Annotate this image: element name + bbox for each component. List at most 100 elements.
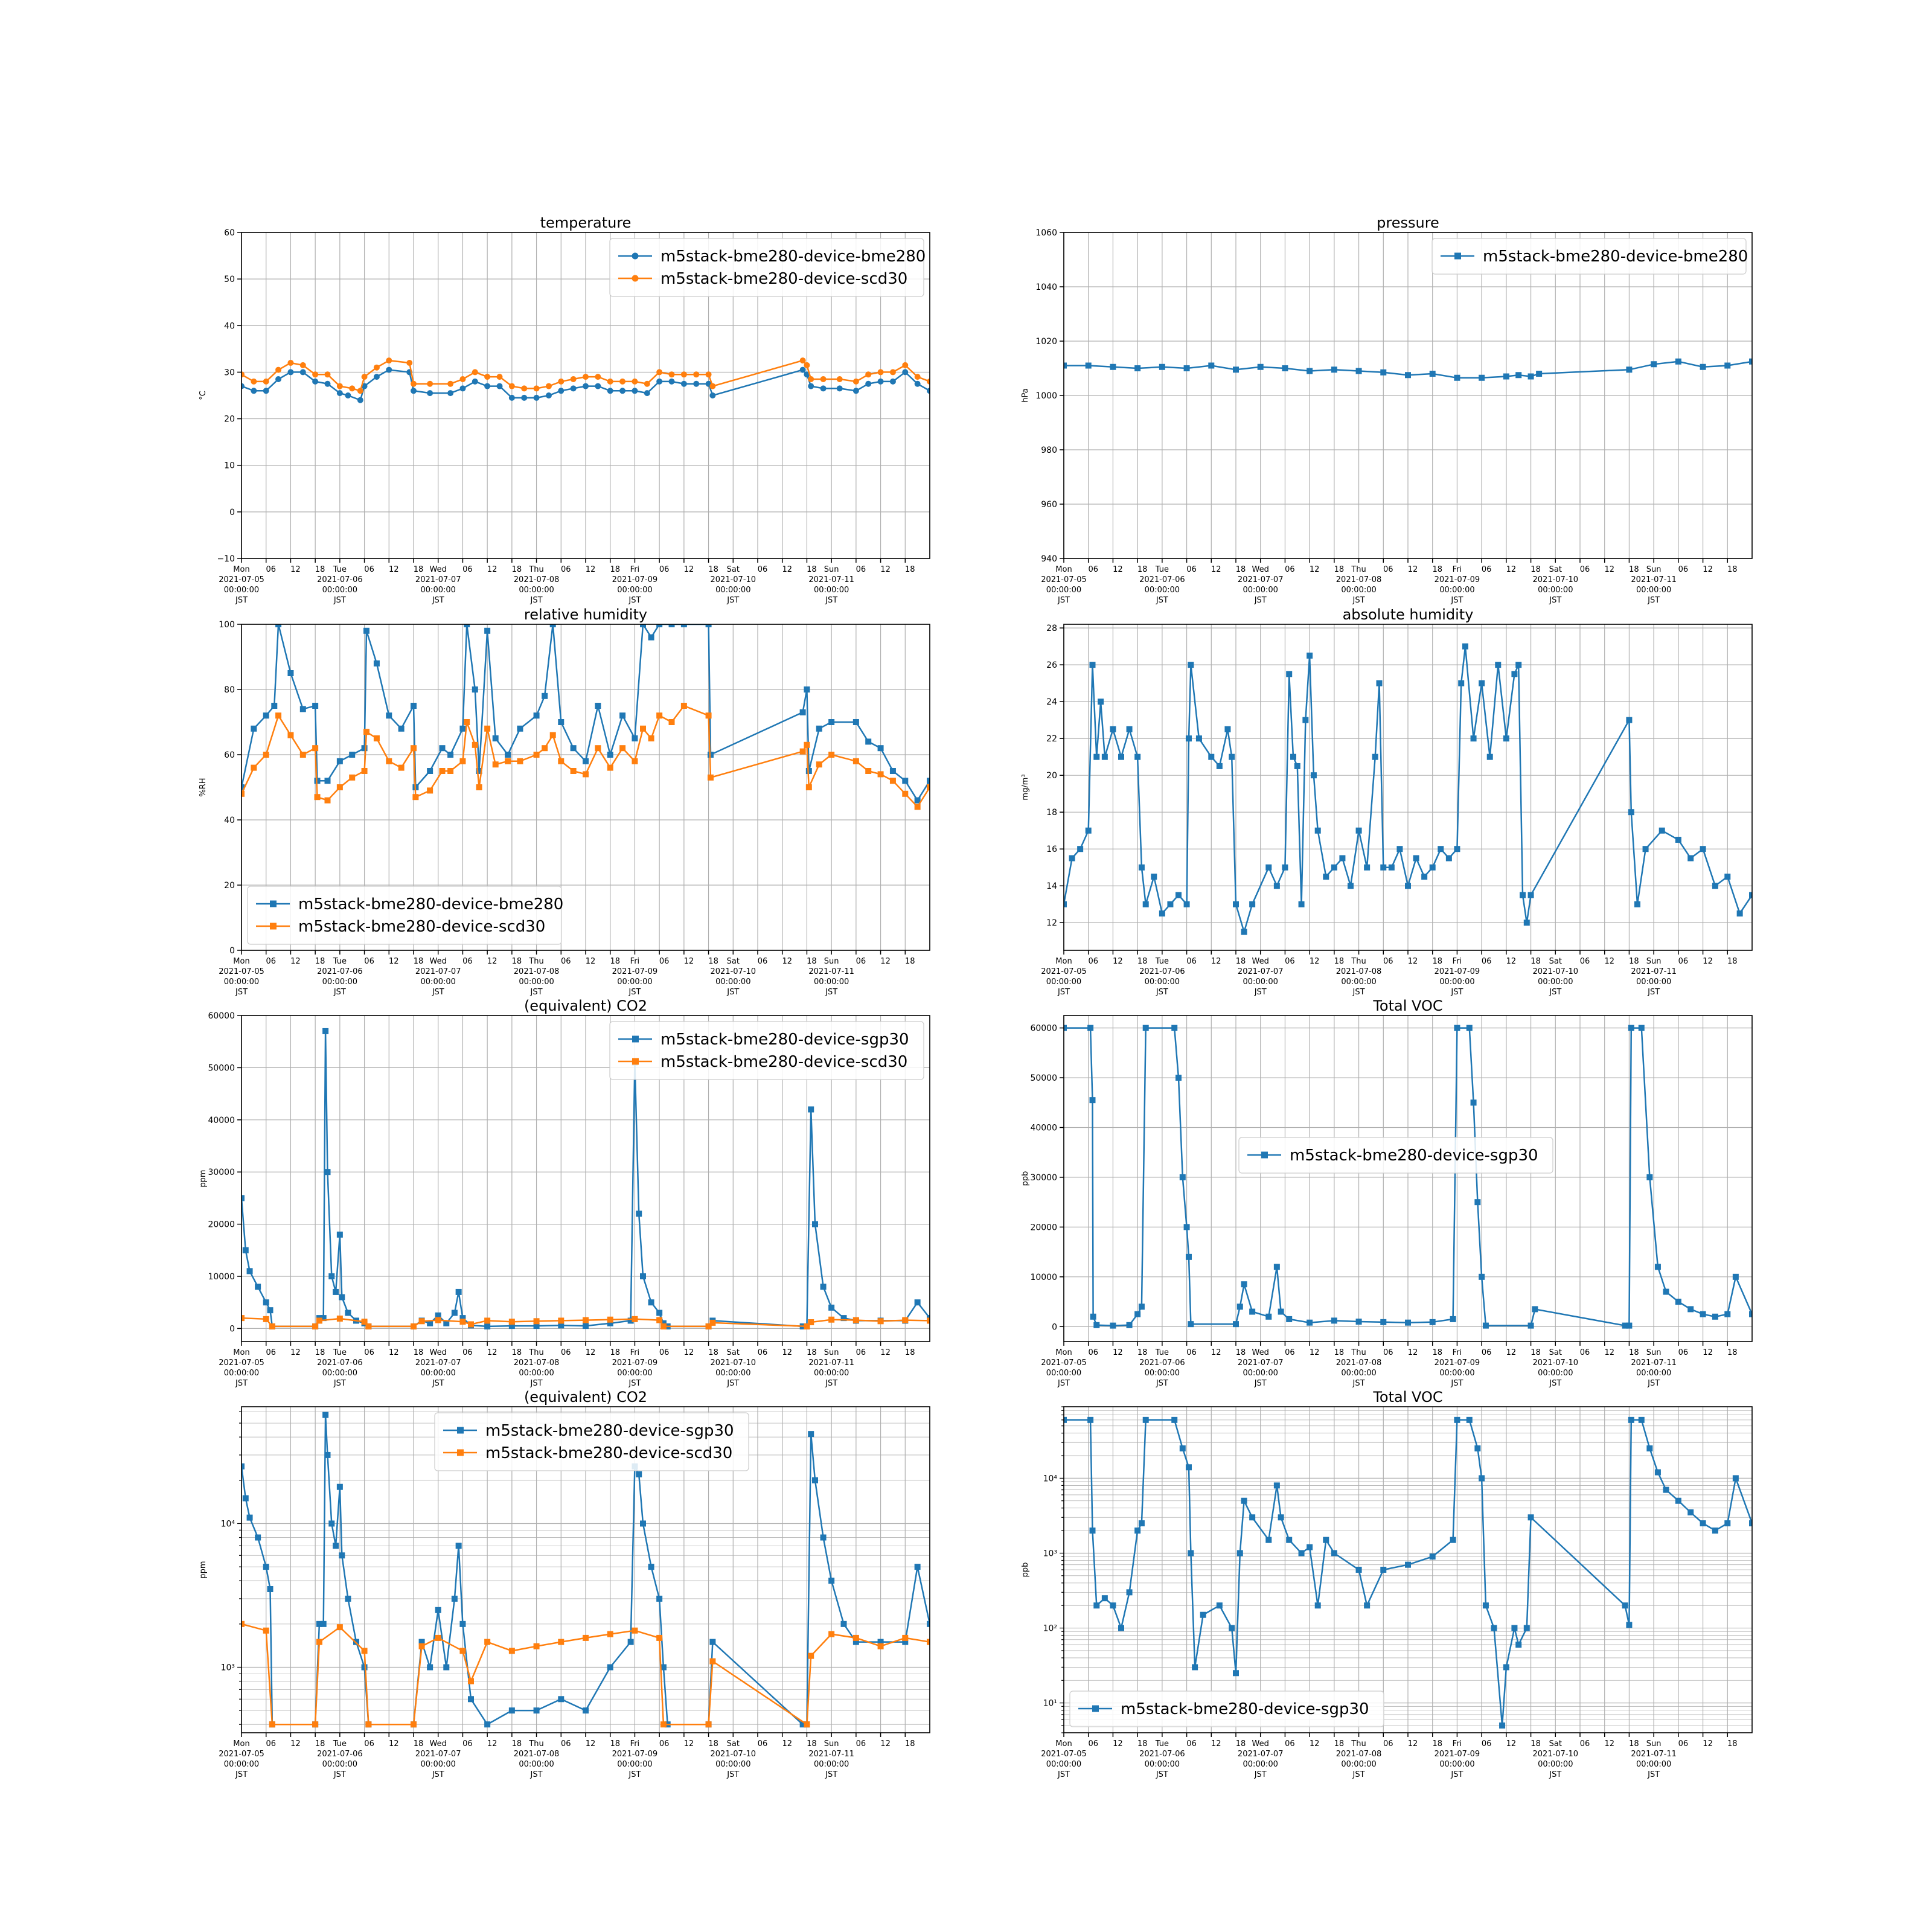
data-point — [312, 1721, 319, 1728]
data-point — [1520, 892, 1526, 898]
data-point — [1470, 1099, 1477, 1106]
x-tick-label-hour: 18 — [1629, 1348, 1639, 1357]
x-tick-label-time: 00:00:00 — [814, 586, 849, 595]
data-point — [328, 1520, 335, 1527]
x-tick-label-hour: 18 — [708, 565, 718, 574]
legend-swatch-marker — [1092, 1705, 1099, 1712]
data-point — [583, 1634, 589, 1641]
data-point — [1638, 1416, 1645, 1423]
data-point — [927, 388, 930, 394]
data-point — [1749, 1520, 1752, 1527]
x-tick-label-date: 2021-07-10 — [1533, 1750, 1579, 1759]
data-point — [680, 703, 687, 709]
data-point — [595, 703, 601, 709]
data-point — [1208, 362, 1215, 369]
data-point — [808, 1431, 814, 1438]
data-point — [1101, 1595, 1108, 1602]
data-point — [373, 374, 380, 380]
data-point — [314, 794, 321, 801]
x-tick-label-date: 2021-07-06 — [317, 967, 363, 976]
x-tick-label-time: 00:00:00 — [519, 977, 554, 987]
x-tick-label-hour: 06 — [659, 1348, 670, 1357]
data-point — [312, 371, 319, 378]
data-point — [411, 380, 417, 387]
x-tick-label-time: 00:00:00 — [322, 1760, 357, 1769]
data-point — [1454, 374, 1460, 381]
x-tick-label-tz: JST — [235, 1379, 248, 1388]
grid — [1063, 624, 1753, 950]
data-point — [1466, 1025, 1473, 1031]
data-point — [1712, 883, 1718, 889]
x-tick-label-hour: 12 — [487, 1739, 497, 1748]
y-tick-label: 10⁴ — [1043, 1474, 1058, 1483]
x-tick-label-date: 2021-07-08 — [514, 575, 560, 584]
x-tick-label-date: 2021-07-06 — [1139, 1750, 1185, 1759]
x-tick-label-hour: 06 — [266, 565, 276, 574]
y-tick-label: 980 — [1041, 446, 1057, 455]
x-tick-label-day: Fri — [1453, 1739, 1462, 1748]
data-point — [324, 797, 331, 804]
chart-tvoc-linear: 0100002000030000400005000060000Mon2021-0… — [1021, 997, 1753, 1388]
data-point — [1171, 1416, 1178, 1423]
data-point — [1236, 1550, 1243, 1556]
data-point — [455, 1288, 462, 1295]
y-tick-label: 80 — [224, 685, 235, 695]
data-point — [570, 745, 577, 752]
x-tick-label-day: Tue — [1155, 1348, 1169, 1357]
data-point — [799, 1721, 806, 1728]
data-point — [627, 1317, 634, 1324]
data-point — [1479, 1475, 1485, 1482]
data-point — [1724, 873, 1731, 880]
x-tick-label-hour: 18 — [1432, 957, 1442, 966]
x-tick-label-hour: 18 — [708, 957, 718, 966]
data-point — [263, 752, 269, 758]
data-point — [386, 712, 392, 719]
data-point — [865, 738, 872, 745]
data-point — [427, 380, 433, 387]
data-point — [316, 1639, 322, 1645]
data-point — [269, 1721, 275, 1728]
data-point — [1429, 1553, 1436, 1560]
x-tick-label-time: 00:00:00 — [1636, 586, 1671, 595]
x-tick-label-tz: JST — [1057, 1379, 1070, 1388]
x-tick-label-date: 2021-07-09 — [612, 575, 658, 584]
data-point — [656, 378, 663, 385]
data-point — [1503, 1664, 1509, 1671]
x-tick-label-date: 2021-07-10 — [1533, 1358, 1579, 1367]
x-tick-label-day: Sun — [1646, 1739, 1662, 1748]
data-point — [287, 360, 294, 366]
x-tick-label-hour: 06 — [462, 1739, 473, 1748]
x-tick-label-time: 00:00:00 — [715, 586, 750, 595]
x-tick-label-hour: 06 — [462, 565, 473, 574]
data-point — [386, 758, 392, 764]
x-tick-label-time: 00:00:00 — [715, 1760, 750, 1769]
data-point — [242, 383, 245, 389]
x-tick-label-date: 2021-07-07 — [415, 1750, 461, 1759]
data-point — [251, 378, 257, 385]
chart-title: temperature — [540, 214, 632, 231]
series-1 — [242, 703, 930, 810]
y-axis-label: %RH — [199, 778, 208, 796]
data-point — [472, 741, 478, 748]
x-tick-label-tz: JST — [726, 1770, 739, 1779]
y-tick-label: 40 — [224, 321, 235, 331]
x-tick-label-hour: 12 — [1604, 1348, 1614, 1357]
x-tick-label-time: 00:00:00 — [322, 977, 357, 987]
x-tick-label-hour: 18 — [1629, 1739, 1639, 1748]
x-tick-label-day: Fri — [1453, 565, 1462, 574]
data-point — [1249, 901, 1256, 907]
data-point — [345, 1595, 351, 1602]
x-tick-label-tz: JST — [235, 1770, 248, 1779]
x-tick-label-hour: 06 — [1186, 1348, 1197, 1357]
data-point — [255, 1534, 261, 1541]
x-tick-label-hour: 12 — [1703, 565, 1713, 574]
data-point — [595, 374, 601, 380]
data-point — [517, 758, 523, 764]
x-tick-label-day: Tue — [1155, 1739, 1169, 1748]
data-point — [1110, 363, 1116, 370]
data-point — [1724, 1311, 1731, 1317]
data-point — [619, 712, 626, 719]
x-tick-label-tz: JST — [333, 1379, 346, 1388]
series-group — [1064, 1416, 1752, 1729]
